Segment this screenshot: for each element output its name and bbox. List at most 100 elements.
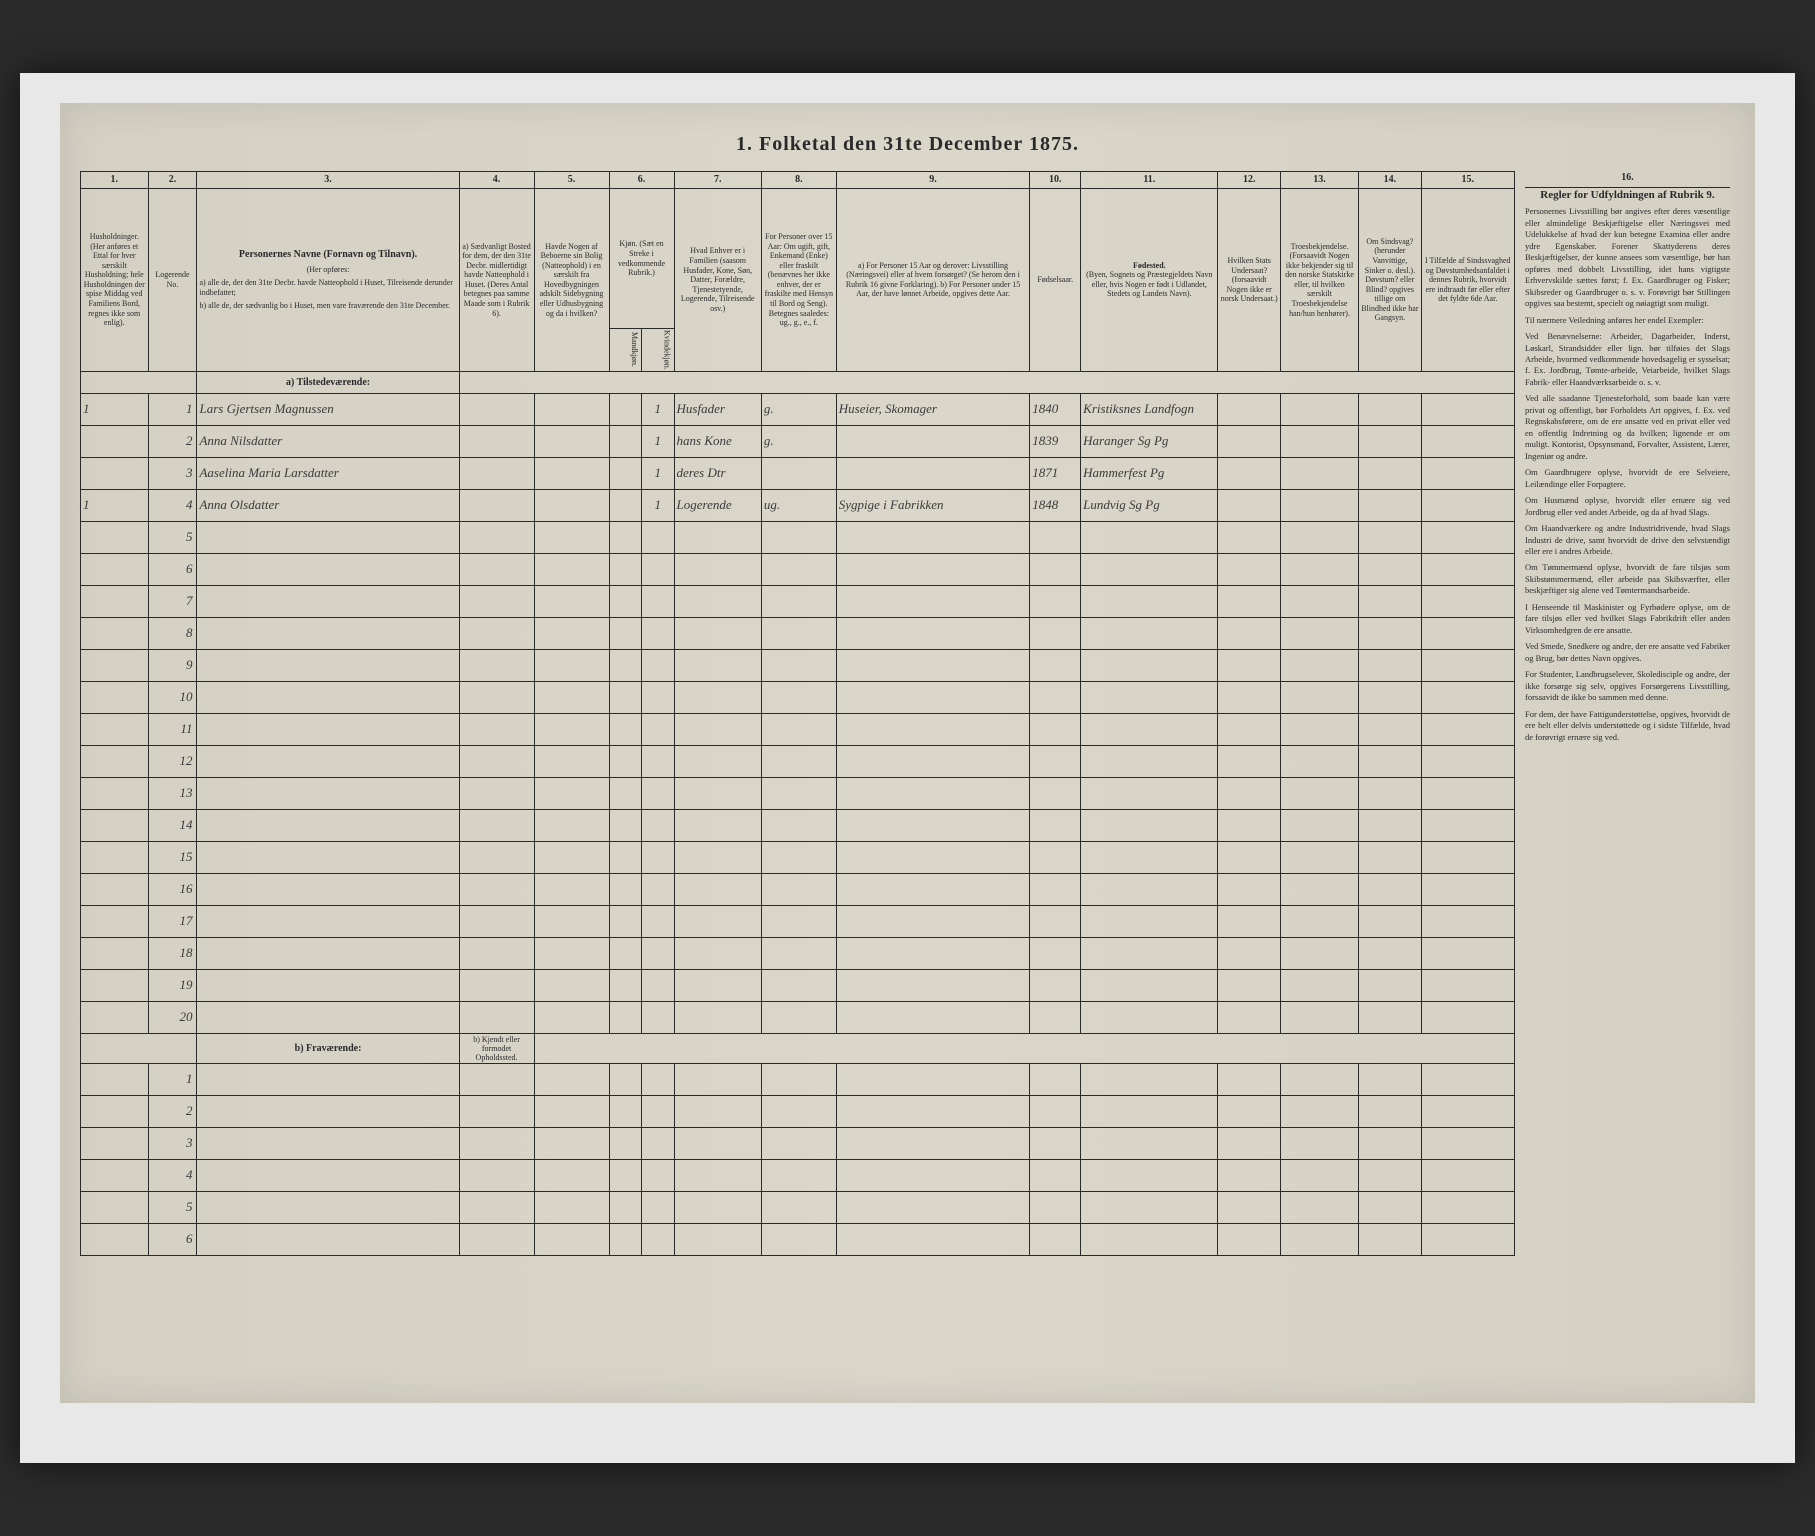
h-religion: Troesbekjendelse. (Forsaavidt Nogen ikke… [1280,189,1358,372]
instruction-paragraph: I Henseende til Maskinister og Fyrbødere… [1525,602,1730,636]
table-row: 1 1 Lars Gjertsen Magnussen 1 Husfader g… [81,393,1515,425]
cell-religion [1280,489,1358,521]
cell-civil: ug. [761,489,836,521]
h-disability: Om Sindsvag? (herunder Vanvittige, Sinke… [1359,189,1421,372]
cell-household [81,425,149,457]
column-number-row: 1. 2. 3. 4. 5. 6. 7. 8. 9. 10. 11. 12. 1… [81,172,1515,189]
instructions-column: 16. Regler for Udfyldningen af Rubrik 9.… [1515,171,1735,1256]
page-title: 1. Folketal den 31te December 1875. [80,133,1735,156]
h-residence: a) Sædvanligt Bosted for dem, der den 31… [459,189,534,372]
table-row-empty: 14 [81,809,1515,841]
cell-household: 1 [81,489,149,521]
cell-male [609,489,642,521]
table-row-empty: 8 [81,617,1515,649]
cell-citizen [1218,489,1280,521]
cell-place: Lundvig Sg Pg [1081,489,1218,521]
cell-building [534,457,609,489]
cell-citizen [1218,393,1280,425]
table-row-empty: 18 [81,937,1515,969]
cell-name: Anna Nilsdatter [197,425,459,457]
colnum-7: 7. [674,172,761,189]
cell-occupation [836,425,1029,457]
table-row-empty: 16 [81,873,1515,905]
table-row-empty: 4 [81,1159,1515,1191]
h-households: Husholdninger. (Her anføres et Ettal for… [81,189,149,372]
cell-building [534,489,609,521]
cell-name: Lars Gjertsen Magnussen [197,393,459,425]
colnum-4: 4. [459,172,534,189]
colnum-10: 10. [1030,172,1081,189]
table-row: 2 Anna Nilsdatter 1 hans Kone g. 1839 Ha… [81,425,1515,457]
colnum-5: 5. [534,172,609,189]
h-lodger-no: Logerende No. [148,189,197,372]
table-row-empty: 6 [81,553,1515,585]
h-birthyear: Fødselsaar. [1030,189,1081,372]
h-family-pos: Hvad Enhver er i Familien (saasom Husfad… [674,189,761,372]
cell-name: Aaselina Maria Larsdatter [197,457,459,489]
present-rows: 1 1 Lars Gjertsen Magnussen 1 Husfader g… [81,393,1515,1033]
table-row-empty: 1 [81,1063,1515,1095]
table-row-empty: 13 [81,777,1515,809]
colnum-6: 6. [609,172,674,189]
cell-occupation: Sygpige i Fabrikken [836,489,1029,521]
instruction-paragraph: Om Tømmermænd oplyse, hvorvidt de fare t… [1525,562,1730,596]
cell-male [609,457,642,489]
table-row-empty: 11 [81,713,1515,745]
h-citizenship: Hvilken Stats Undersaat? (forsaavidt Nog… [1218,189,1280,372]
cell-male [609,393,642,425]
cell-rownum: 1 [148,393,197,425]
cell-female: 1 [642,489,675,521]
cell-year: 1839 [1030,425,1081,457]
table-row: 3 Aaselina Maria Larsdatter 1 deres Dtr … [81,457,1515,489]
cell-disability-age [1421,489,1514,521]
instruction-paragraph: Til nærmere Veiledning anføres her endel… [1525,315,1730,326]
table-row-empty: 2 [81,1095,1515,1127]
table-row-empty: 5 [81,1191,1515,1223]
instruction-paragraph: Ved alle saadanne Tjenesteforhold, som b… [1525,393,1730,462]
table-area: 1. 2. 3. 4. 5. 6. 7. 8. 9. 10. 11. 12. 1… [80,171,1515,1256]
cell-citizen [1218,457,1280,489]
section-a-label: a) Tilstedeværende: [81,371,1515,393]
instruction-paragraph: For dem, der have Fattigunderstøttelse, … [1525,709,1730,743]
cell-male [609,425,642,457]
table-row-empty: 3 [81,1127,1515,1159]
cell-household [81,457,149,489]
colnum-2: 2. [148,172,197,189]
cell-residence [459,457,534,489]
cell-religion [1280,393,1358,425]
header-row: Husholdninger. (Her anføres et Ettal for… [81,189,1515,329]
h-occupation: a) For Personer 15 Aar og derover: Livss… [836,189,1029,372]
colnum-15: 15. [1421,172,1514,189]
cell-family: deres Dtr [674,457,761,489]
colnum-1: 1. [81,172,149,189]
cell-occupation: Huseier, Skomager [836,393,1029,425]
table-row: 1 4 Anna Olsdatter 1 Logerende ug. Sygpi… [81,489,1515,521]
cell-year: 1848 [1030,489,1081,521]
census-table: 1. 2. 3. 4. 5. 6. 7. 8. 9. 10. 11. 12. 1… [80,171,1515,1256]
cell-name: Anna Olsdatter [197,489,459,521]
instruction-paragraph: Ved Smede, Snedkere og andre, der ere an… [1525,641,1730,664]
cell-disability [1359,489,1421,521]
colnum-13: 13. [1280,172,1358,189]
cell-female: 1 [642,393,675,425]
instruction-paragraph: Om Haandværkere og andre Industridrivend… [1525,523,1730,557]
instruction-paragraph: Om Husmænd oplyse, hvorvidt eller ernære… [1525,495,1730,518]
cell-disability-age [1421,425,1514,457]
cell-household: 1 [81,393,149,425]
instructions-body: Personernes Livsstilling bør angives eft… [1525,206,1730,743]
cell-building [534,393,609,425]
cell-citizen [1218,425,1280,457]
instruction-paragraph: Om Gaardbrugere oplyse, hvorvidt de ere … [1525,467,1730,490]
table-row-empty: 6 [81,1223,1515,1255]
cell-religion [1280,457,1358,489]
instruction-paragraph: Personernes Livsstilling bør angives eft… [1525,206,1730,309]
cell-rownum: 2 [148,425,197,457]
colnum-9: 9. [836,172,1029,189]
table-row-empty: 17 [81,905,1515,937]
colnum-8: 8. [761,172,836,189]
h-names: Personernes Navne (Fornavn og Tilnavn). … [197,189,459,372]
cell-civil: g. [761,425,836,457]
cell-disability [1359,457,1421,489]
colnum-14: 14. [1359,172,1421,189]
h-building: Havde Nogen af Beboerne sin Bolig (Natte… [534,189,609,372]
